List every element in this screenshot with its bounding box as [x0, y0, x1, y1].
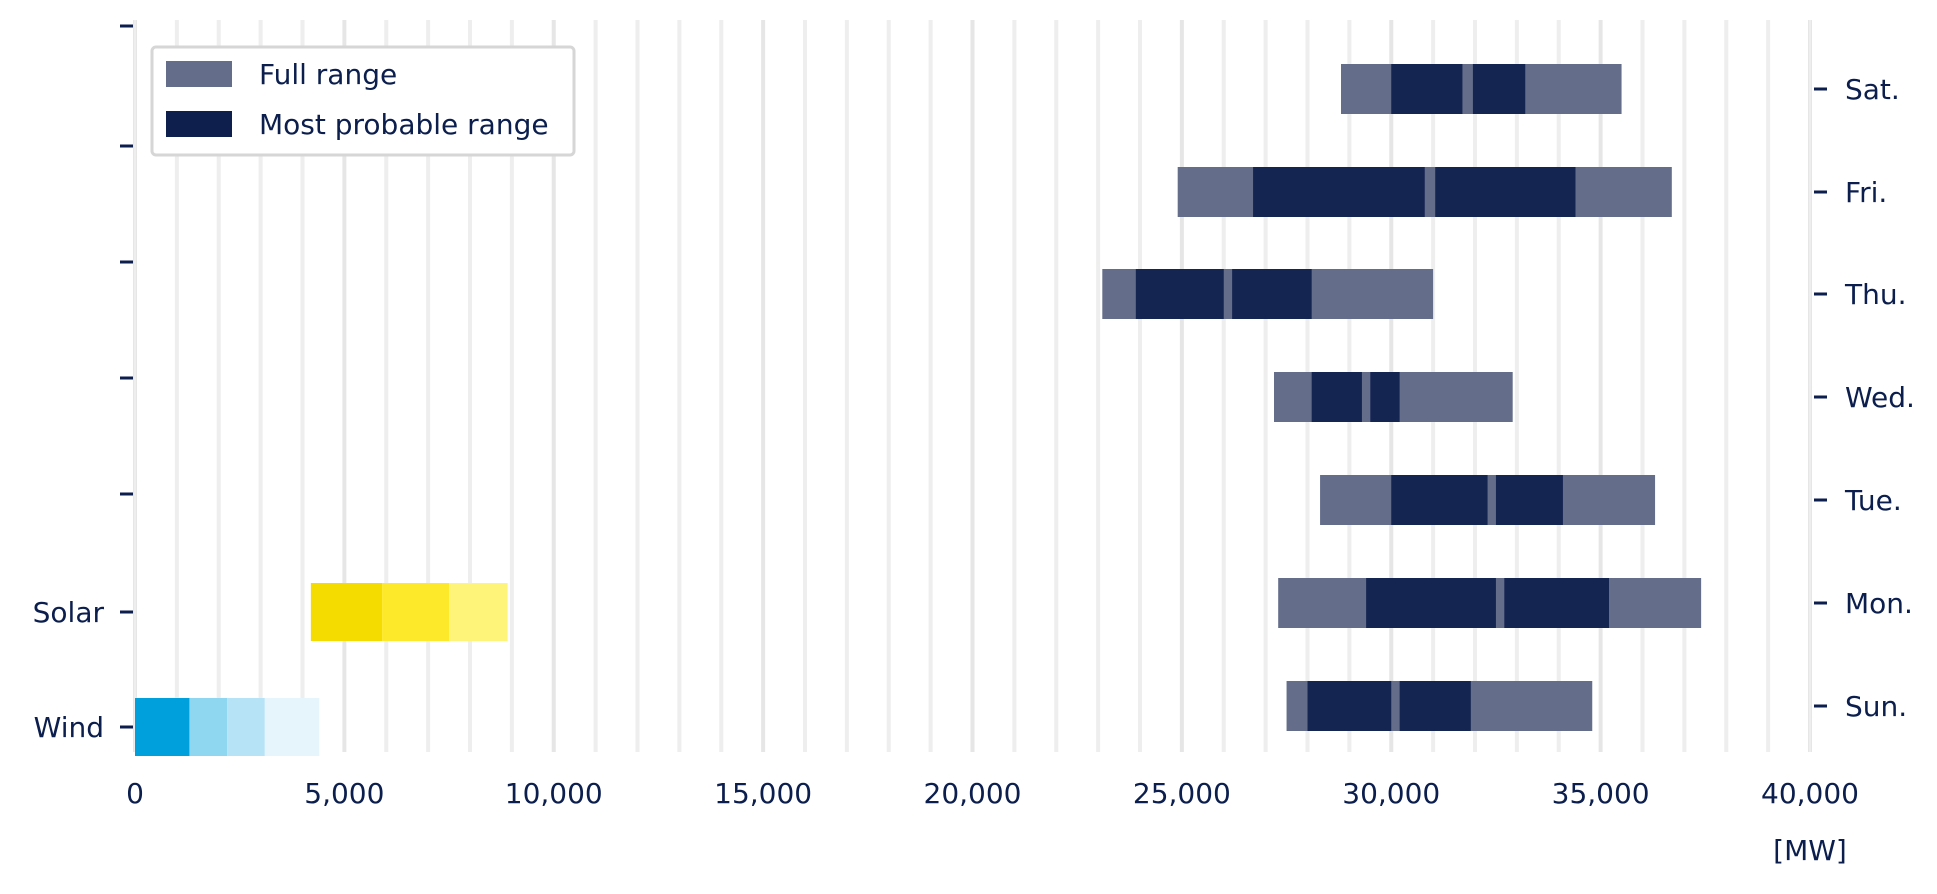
x-tick-label-10-000: 10,000 [505, 777, 603, 810]
x-tick-label-5-000: 5,000 [304, 777, 384, 810]
bar-most-probable-mon-2 [1504, 578, 1609, 628]
x-axis: 0 5,000 10,000 15,000 20,000 25,000 30,000 35,0… [126, 777, 1859, 810]
bar-most-probable-tue-2 [1495, 475, 1563, 525]
bar-solar-segment-2 [382, 583, 450, 641]
right-axis-label-thu: Thu. [1844, 278, 1907, 311]
bar-most-probable-tue-1 [1391, 475, 1488, 525]
bar-wind-segment-2 [189, 698, 228, 756]
bar-most-probable-mon-1 [1366, 578, 1496, 628]
bar-most-probable-wed-2 [1370, 372, 1400, 422]
right-axis-label-mon: Mon. [1845, 587, 1913, 620]
bar-most-probable-thu-1 [1135, 269, 1224, 319]
bar-most-probable-thu-2 [1232, 269, 1312, 319]
x-tick-label-40-000: 40,000 [1761, 777, 1859, 810]
legend-swatch-full-range [166, 61, 232, 87]
left-axis-label-solar: Solar [33, 596, 105, 629]
right-axis: Sat. Fri. Thu. Wed. Tue. Mon. Sun. [1809, 20, 1915, 752]
x-tick-label-25-000: 25,000 [1133, 777, 1231, 810]
bar-most-probable-sat-2 [1472, 64, 1526, 114]
bar-most-probable-sun-1 [1307, 681, 1392, 731]
x-tick-label-30-000: 30,000 [1342, 777, 1440, 810]
bar-solar-segment-1 [310, 583, 383, 641]
x-tick-label-20-000: 20,000 [924, 777, 1022, 810]
legend-box [150, 45, 576, 157]
right-axis-label-wed: Wed. [1845, 381, 1915, 414]
right-axis-label-sat: Sat. [1845, 73, 1900, 106]
bar-most-probable-sat-1 [1391, 64, 1463, 114]
x-tick-label-35-000: 35,000 [1552, 777, 1650, 810]
right-axis-label-sun: Sun. [1845, 690, 1907, 723]
renewable-bars [135, 583, 508, 756]
right-axis-label-fri: Fri. [1845, 176, 1887, 209]
x-tick-label-15-000: 15,000 [714, 777, 812, 810]
bar-most-probable-sun-2 [1399, 681, 1471, 731]
legend-swatch-most-probable-range [166, 111, 232, 137]
bar-wind-segment-4 [264, 698, 320, 756]
legend-label-full-range: Full range [259, 58, 397, 91]
x-tick-label-0: 0 [126, 777, 144, 810]
bar-wind-segment-3 [227, 698, 265, 756]
legend: Full range Most probable range [150, 45, 576, 157]
bar-solar-segment-3 [449, 583, 508, 641]
demand-bars [1102, 64, 1702, 731]
left-axis-label-wind: Wind [34, 711, 104, 744]
x-axis-label: [MW] [1773, 834, 1847, 867]
bar-wind-segment-1 [135, 698, 190, 756]
right-axis-label-tue: Tue. [1844, 484, 1902, 517]
bar-most-probable-fri-1 [1253, 167, 1425, 217]
bar-most-probable-fri-2 [1435, 167, 1576, 217]
legend-label-most-probable-range: Most probable range [259, 108, 549, 141]
left-axis: Solar Wind [33, 20, 136, 752]
bar-most-probable-wed-1 [1311, 372, 1362, 422]
